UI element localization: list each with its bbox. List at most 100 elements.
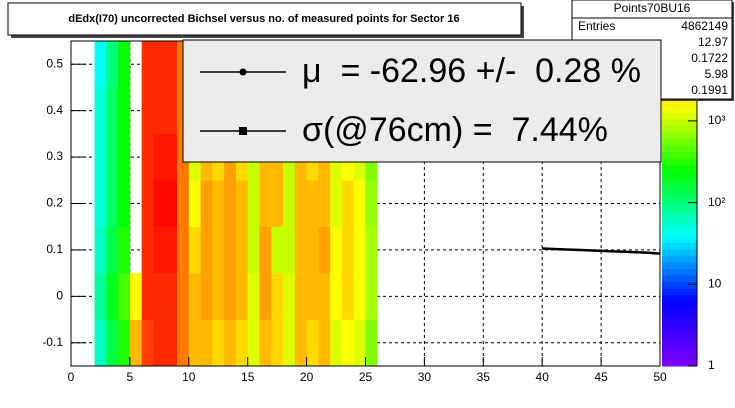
heat-cell <box>283 180 296 228</box>
y-tick-label: 0.3 <box>46 149 63 163</box>
heat-cell <box>94 133 107 181</box>
heat-cell <box>353 226 366 274</box>
heat-cell <box>118 133 131 181</box>
palette-band <box>662 301 697 308</box>
heat-cell <box>318 226 331 274</box>
heat-cell <box>259 226 272 274</box>
palette-band <box>662 236 697 243</box>
heat-cell <box>259 319 272 367</box>
x-tick-label: 50 <box>653 370 667 384</box>
z-tick-label: 1 <box>708 358 715 372</box>
heat-cell <box>106 87 119 135</box>
palette-band <box>662 359 697 367</box>
heat-cell <box>165 87 178 135</box>
palette-band <box>662 242 697 250</box>
heat-cell <box>118 273 131 320</box>
palette-band <box>662 190 697 198</box>
heat-cell <box>106 41 119 88</box>
palette-band <box>662 288 697 295</box>
heat-cell <box>224 273 237 320</box>
palette-band <box>662 327 697 334</box>
heat-cell <box>318 319 331 367</box>
heat-cell <box>165 226 178 274</box>
heat-cell <box>294 180 307 228</box>
heat-cell <box>94 226 107 274</box>
heat-cell <box>129 273 142 320</box>
palette-band <box>662 333 697 341</box>
x-tick-label: 35 <box>477 370 491 384</box>
heat-cell <box>177 319 190 367</box>
heat-cell <box>271 273 284 320</box>
stats-value: 12.97 <box>698 35 728 49</box>
heat-cell <box>224 180 237 228</box>
palette-band <box>662 184 697 191</box>
heat-cell <box>283 273 296 320</box>
heat-cell <box>141 273 154 320</box>
heat-cell <box>353 273 366 320</box>
heat-cell <box>141 180 154 228</box>
heat-cell <box>283 226 296 274</box>
heat-cell <box>153 319 166 367</box>
heat-cell <box>341 180 355 228</box>
heat-cell <box>188 226 201 274</box>
legend-entry: σ(@76cm) = 7.44% <box>302 111 608 149</box>
palette-band <box>662 216 697 224</box>
heat-cell <box>165 319 178 367</box>
stats-value: 0.1991 <box>691 83 728 97</box>
heat-cell <box>129 319 142 367</box>
legend-marker <box>239 68 247 76</box>
palette-band <box>662 210 697 217</box>
y-tick-label: -0.1 <box>42 335 63 349</box>
profile-line <box>542 247 661 255</box>
palette-band <box>662 171 697 178</box>
heat-cell <box>212 273 225 320</box>
heat-cell <box>165 273 178 320</box>
palette-band <box>662 132 697 139</box>
heat-cell <box>153 87 166 135</box>
heat-cell <box>106 319 119 367</box>
heat-cell <box>153 180 166 228</box>
heat-cell <box>271 180 284 228</box>
heat-cell <box>306 319 319 367</box>
heat-cell <box>141 133 154 181</box>
palette-band <box>662 314 697 321</box>
heat-cell <box>306 180 319 228</box>
heat-cell <box>212 226 225 274</box>
heat-cell <box>106 226 119 274</box>
z-tick-label: 10 <box>708 276 722 290</box>
heat-cell <box>200 319 213 367</box>
heat-cell <box>153 41 166 88</box>
palette-band <box>662 158 697 165</box>
x-tick-label: 45 <box>594 370 608 384</box>
heat-cell <box>306 273 319 320</box>
heat-cell <box>106 180 119 228</box>
heat-cell <box>247 319 260 367</box>
palette-band <box>662 99 697 107</box>
heat-cell <box>200 226 213 274</box>
heat-cell <box>294 226 307 274</box>
heat-cell <box>318 273 331 320</box>
x-tick-label: 10 <box>182 370 196 384</box>
palette-band <box>662 262 697 269</box>
x-tick-label: 25 <box>359 370 373 384</box>
heat-cell <box>271 319 284 367</box>
heat-cell <box>365 226 378 274</box>
heat-cell <box>271 226 284 274</box>
palette-band <box>662 281 697 289</box>
palette-band <box>662 249 697 256</box>
heat-cell <box>330 226 343 274</box>
palette-band <box>662 320 697 328</box>
y-tick-label: 0 <box>56 289 63 303</box>
heat-cell <box>330 273 343 320</box>
x-tick-label: 30 <box>418 370 432 384</box>
heat-cell <box>341 319 355 367</box>
heat-cell <box>188 319 201 367</box>
heat-cell <box>235 273 248 320</box>
heat-cell <box>153 226 166 274</box>
heat-cell <box>106 273 119 320</box>
legend: μ = -62.96 +/- 0.28 % σ(@76cm) = 7.44% <box>182 39 662 163</box>
palette-band <box>662 268 697 276</box>
heat-cell <box>118 87 131 135</box>
heat-cell <box>247 180 260 228</box>
stats-value: 5.98 <box>705 67 729 81</box>
